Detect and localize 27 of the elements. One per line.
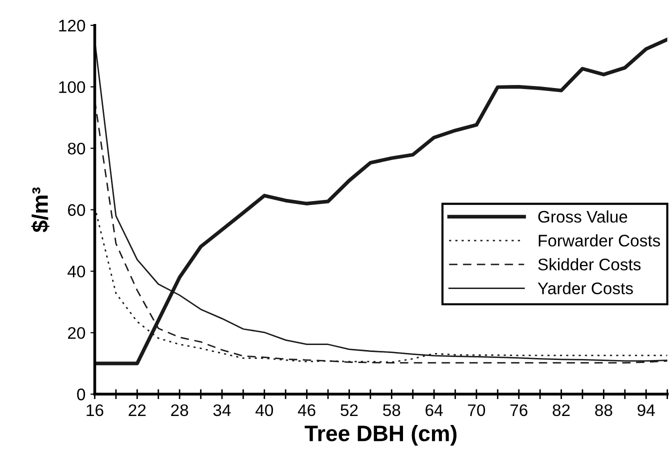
x-tick-label: 34 xyxy=(213,404,231,416)
x-tick-label: 22 xyxy=(128,404,146,416)
x-tick-label: 94 xyxy=(638,404,655,416)
x-tick-label: 58 xyxy=(383,404,400,416)
x-tick-label: 88 xyxy=(595,404,612,416)
y-tick-label: 80 xyxy=(68,142,86,154)
y-axis-title: $/m³ xyxy=(31,187,50,232)
x-tick-label: 82 xyxy=(552,404,570,416)
y-tick-label: 40 xyxy=(68,266,86,278)
x-tick-label: 76 xyxy=(510,404,528,416)
legend-label: Forwarder Costs xyxy=(538,234,660,247)
y-tick-label: 60 xyxy=(68,204,86,216)
legend-label: Gross Value xyxy=(538,210,628,223)
y-tick-label: 100 xyxy=(59,81,86,94)
legend-label: Skidder Costs xyxy=(538,258,641,270)
legend-label: Yarder Costs xyxy=(538,282,633,294)
x-axis-title: Tree DBH (cm) xyxy=(304,424,456,446)
x-tick-label: 52 xyxy=(340,404,358,416)
x-tick-label: 16 xyxy=(86,404,104,416)
x-tick-label: 46 xyxy=(298,404,316,416)
x-tick-label: 64 xyxy=(426,404,443,416)
y-tick-label: 20 xyxy=(68,327,86,339)
x-tick-label: 28 xyxy=(171,404,188,416)
y-tick-label: 120 xyxy=(59,20,86,32)
y-tick-label: 0 xyxy=(77,388,86,400)
x-tick-label: 70 xyxy=(468,404,486,416)
x-tick-label: 40 xyxy=(256,404,274,416)
